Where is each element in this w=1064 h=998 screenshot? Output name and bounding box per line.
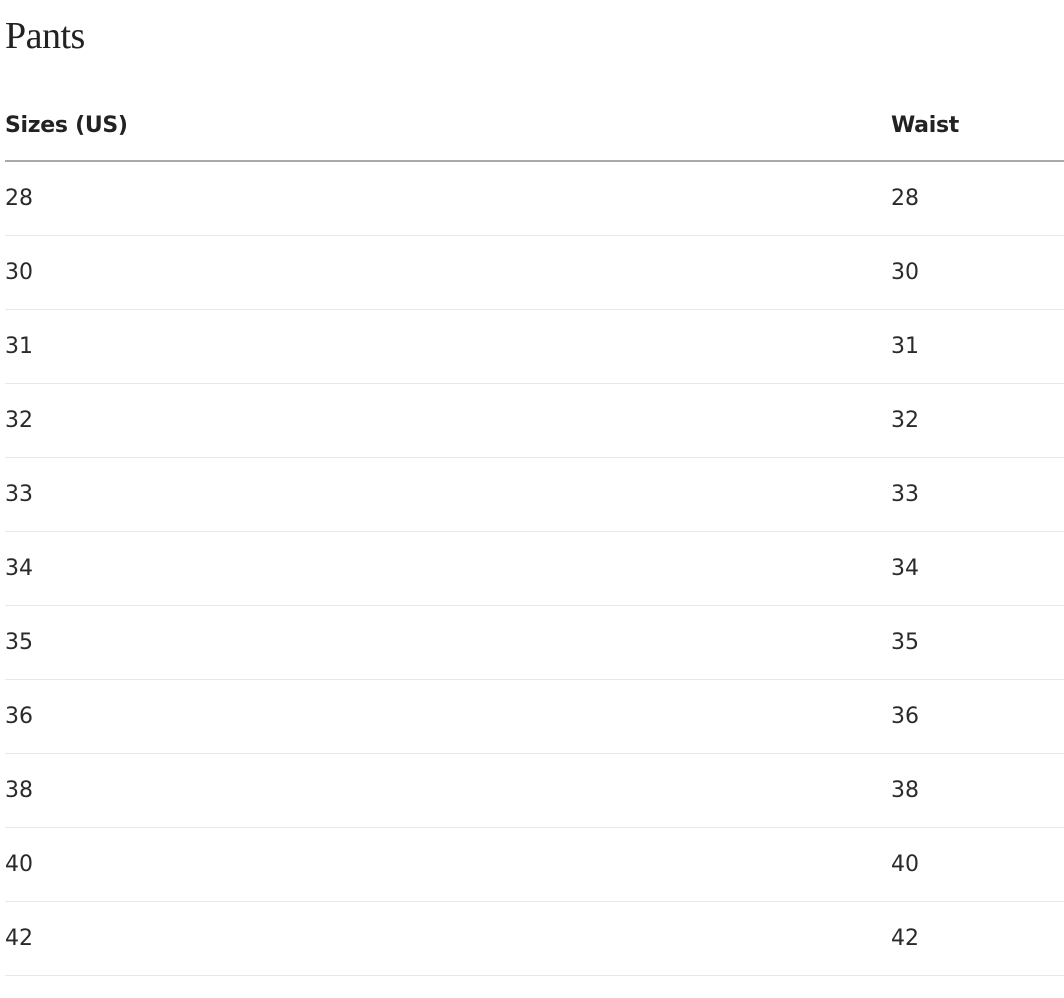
size-cell: 35 [5,605,891,680]
table-row: 38 38 [5,753,1064,828]
header-sizes: Sizes (US) [5,90,891,162]
header-waist: Waist [891,90,1064,162]
waist-cell: 36 [891,679,1064,754]
waist-cell: 33 [891,457,1064,532]
table-row: 40 40 [5,827,1064,902]
table-row: 42 42 [5,901,1064,976]
size-cell: 40 [5,827,891,902]
table-row: 34 34 [5,531,1064,606]
table-row: 30 30 [5,235,1064,310]
table-row: 32 32 [5,383,1064,458]
waist-cell: 40 [891,827,1064,902]
size-table: Sizes (US) Waist 28 28 30 30 31 31 32 32 33 33 34 3… [5,90,1064,976]
table-header-row: Sizes (US) Waist [5,90,1064,162]
page-title: Pants [5,15,85,57]
size-cell: 38 [5,753,891,828]
waist-cell: 31 [891,309,1064,384]
waist-cell: 35 [891,605,1064,680]
size-cell: 42 [5,901,891,976]
waist-cell: 38 [891,753,1064,828]
table-row: 33 33 [5,457,1064,532]
waist-cell: 32 [891,383,1064,458]
size-cell: 31 [5,309,891,384]
size-cell: 36 [5,679,891,754]
size-cell: 30 [5,235,891,310]
size-cell: 32 [5,383,891,458]
size-cell: 28 [5,161,891,236]
table-row: 28 28 [5,161,1064,236]
size-cell: 34 [5,531,891,606]
table-row: 31 31 [5,309,1064,384]
table-row: 35 35 [5,605,1064,680]
waist-cell: 28 [891,161,1064,236]
size-cell: 33 [5,457,891,532]
table-row: 36 36 [5,679,1064,754]
waist-cell: 30 [891,235,1064,310]
waist-cell: 34 [891,531,1064,606]
waist-cell: 42 [891,901,1064,976]
